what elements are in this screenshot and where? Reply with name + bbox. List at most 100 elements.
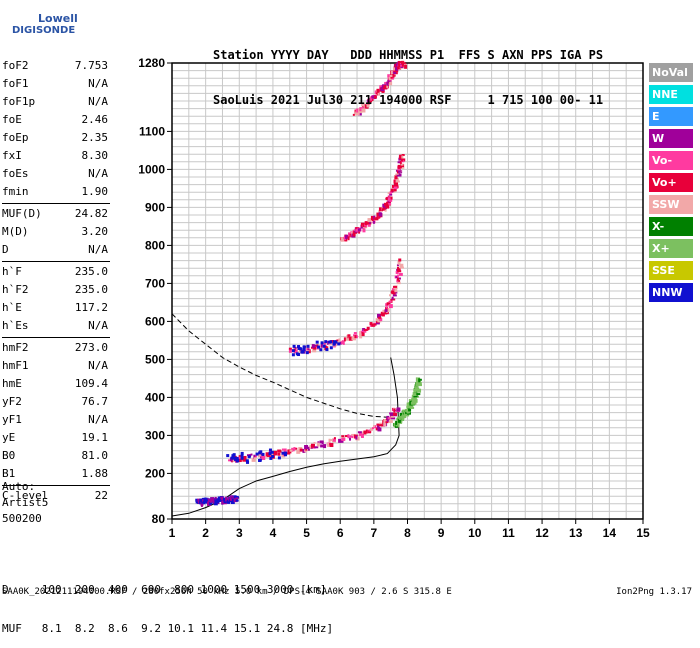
- param-separator: [2, 261, 110, 262]
- y-tick-label: 80: [152, 512, 166, 526]
- echo-point: [395, 66, 399, 71]
- x-tick-label: 6: [337, 526, 344, 540]
- echo-point: [221, 496, 224, 499]
- echo-point: [391, 415, 395, 418]
- param-name: yE: [2, 431, 16, 444]
- echo-point: [281, 451, 285, 455]
- echo-point: [232, 497, 235, 501]
- echo-point: [269, 456, 273, 460]
- x-tick-label: 1: [169, 526, 176, 540]
- echo-point: [371, 95, 375, 99]
- echo-point: [393, 71, 397, 75]
- echo-point: [367, 327, 370, 331]
- param-row: yE 19.1: [2, 429, 108, 447]
- x-tick-label: 7: [371, 526, 378, 540]
- param-row: hmF2 273.0: [2, 339, 108, 357]
- echo-point: [361, 102, 365, 107]
- param-row: D N/A: [2, 241, 108, 259]
- echo-point: [398, 272, 403, 276]
- echo-point: [396, 407, 401, 412]
- echo-point: [395, 423, 398, 427]
- param-separator: [2, 485, 110, 486]
- echo-point: [397, 418, 401, 423]
- echo-point: [250, 453, 253, 456]
- param-row: fmin 1.90: [2, 183, 108, 201]
- echo-point: [274, 452, 277, 456]
- echo-point: [400, 166, 405, 169]
- logo-line2: DIGISONDE: [12, 25, 76, 36]
- station-header: Station YYYY DAY DDD HHMMSS P1 FFS S AXN…: [213, 18, 603, 123]
- echo-point: [233, 495, 237, 499]
- echo-point: [368, 429, 371, 432]
- legend-vo: Vo+: [649, 173, 693, 192]
- param-value: 273.0: [74, 341, 108, 354]
- echo-point: [332, 342, 336, 346]
- echo-point: [305, 447, 308, 451]
- echo-point: [369, 322, 373, 326]
- echo-point: [373, 95, 377, 99]
- legend-e: E: [649, 107, 693, 126]
- echo-point: [277, 456, 281, 460]
- echo-point: [397, 164, 401, 169]
- param-name: foEp: [2, 131, 29, 144]
- echo-point: [386, 81, 389, 85]
- echo-point: [381, 312, 385, 317]
- echo-point: [354, 112, 357, 115]
- echo-point: [387, 74, 392, 78]
- echo-point: [376, 423, 381, 426]
- y-tick-label: 1280: [138, 56, 165, 70]
- echo-point: [227, 499, 231, 504]
- muf-distance-row: D 100 200 400 600 800 1000 1500 3000 [km…: [2, 583, 327, 596]
- echo-point: [291, 349, 295, 353]
- y-tick-label: 700: [145, 276, 165, 290]
- echo-point: [392, 412, 397, 416]
- legend-x: X-: [649, 217, 693, 236]
- echo-point: [371, 427, 374, 430]
- x-tick-label: 15: [636, 526, 650, 540]
- echo-point: [207, 502, 210, 505]
- echo-point: [253, 455, 257, 458]
- echo-point: [261, 452, 265, 456]
- echo-point: [302, 345, 306, 349]
- echo-point: [365, 104, 368, 108]
- echo-point: [317, 441, 320, 444]
- echo-point: [332, 438, 336, 442]
- echo-point: [197, 499, 200, 504]
- param-value: 81.0: [81, 449, 109, 462]
- ionogram-plot: 1 2 3 4 5 6 7 8 9 10 11 12 13 14 158020030040050060070…: [138, 56, 650, 540]
- param-row: h`F 235.0: [2, 263, 108, 281]
- param-row: h`Es N/A: [2, 317, 108, 335]
- param-value: 24.82: [74, 207, 108, 220]
- echo-point: [200, 501, 204, 506]
- param-name: foE: [2, 113, 22, 126]
- echo-point: [245, 459, 249, 463]
- param-name: h`E: [2, 301, 22, 314]
- echo-point: [396, 266, 399, 271]
- echo-point: [299, 448, 303, 452]
- echo-point: [261, 455, 266, 460]
- x-tick-label: 13: [569, 526, 583, 540]
- echo-point: [364, 221, 368, 226]
- echo-point: [351, 231, 355, 236]
- echo-point: [246, 460, 250, 464]
- echo-point: [199, 500, 203, 503]
- echo-point: [388, 419, 393, 423]
- echo-point: [397, 260, 401, 265]
- echo-point: [375, 427, 378, 431]
- echo-point: [372, 220, 375, 224]
- dashed-profile-line: [171, 313, 388, 418]
- echo-point: [337, 342, 341, 346]
- echo-point: [329, 443, 334, 448]
- param-value: N/A: [88, 359, 108, 372]
- echo-point: [397, 161, 401, 164]
- echo-point: [376, 212, 381, 217]
- echo-point: [359, 334, 363, 339]
- param-row: foF1 N/A: [2, 75, 108, 93]
- echo-point: [247, 455, 251, 459]
- echo-point: [357, 111, 362, 116]
- echo-point: [312, 348, 317, 353]
- echo-point: [316, 442, 320, 447]
- param-name: yF1: [2, 413, 22, 426]
- legend-vo: Vo-: [649, 151, 693, 170]
- echo-point: [391, 184, 394, 188]
